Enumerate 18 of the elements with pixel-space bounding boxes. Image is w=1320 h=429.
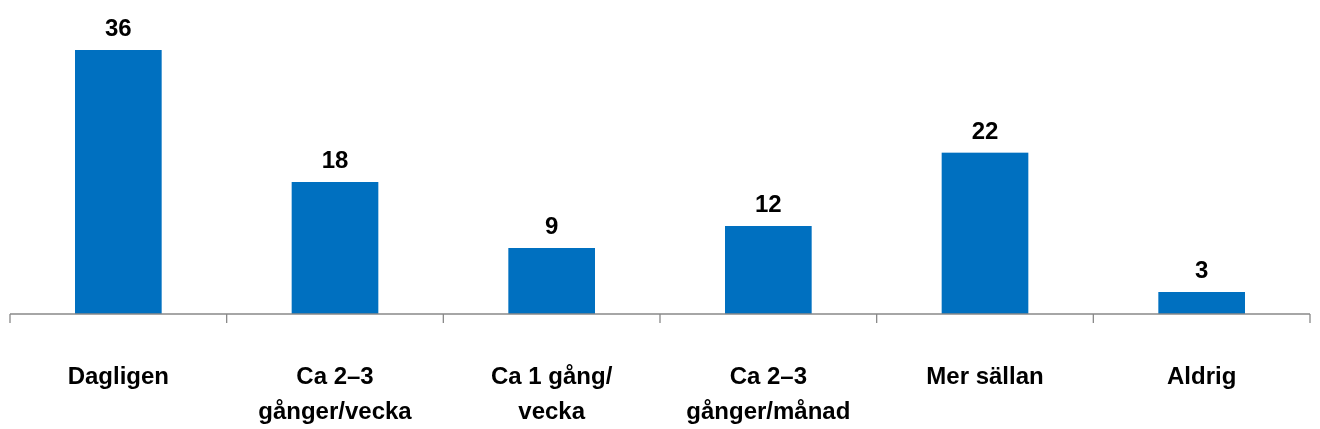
data-label: 9 — [544, 212, 559, 239]
data-label: 22 — [971, 116, 999, 144]
x-tick-label: Ca 2–3 gånger/vecka — [258, 362, 413, 424]
data-label: 36 — [104, 14, 132, 41]
bar — [291, 182, 379, 314]
bar — [1158, 292, 1245, 314]
bar — [75, 50, 162, 314]
data-label: 18 — [321, 146, 349, 173]
bar — [508, 248, 595, 314]
data-label: 12 — [754, 190, 782, 217]
x-tick-label: Aldrig — [1167, 362, 1237, 389]
x-tick-label: Ca 2–3 gånger/månad — [686, 362, 851, 424]
data-label: 3 — [1194, 256, 1209, 283]
bar — [941, 152, 1029, 314]
x-tick-label: Dagligen — [67, 362, 170, 389]
x-tick-label: Ca 1 gång/ vecka — [490, 362, 613, 424]
x-tick-label: Mer sällan — [926, 362, 1044, 389]
bar — [725, 226, 812, 314]
